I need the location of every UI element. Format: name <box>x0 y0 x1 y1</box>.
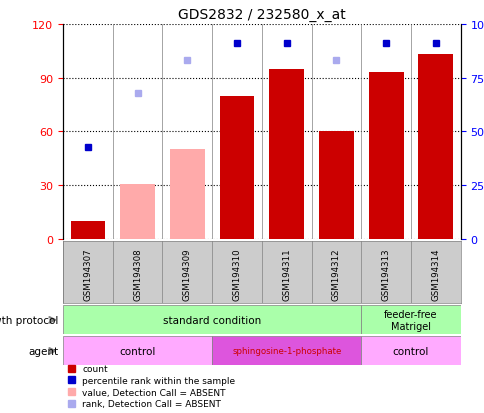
Text: GSM194308: GSM194308 <box>133 248 142 300</box>
Bar <box>418 55 453 240</box>
Text: GSM194314: GSM194314 <box>430 248 439 300</box>
Bar <box>361 337 460 366</box>
Text: agent: agent <box>28 346 58 356</box>
Bar <box>318 132 353 240</box>
Bar <box>120 184 155 240</box>
Text: feeder-free
Matrigel: feeder-free Matrigel <box>383 309 437 331</box>
Text: GSM194307: GSM194307 <box>83 248 92 300</box>
Bar <box>63 337 212 366</box>
Text: GSM194309: GSM194309 <box>182 248 192 300</box>
Bar <box>169 150 204 240</box>
Title: GDS2832 / 232580_x_at: GDS2832 / 232580_x_at <box>178 8 345 22</box>
Bar <box>368 73 403 240</box>
Bar <box>63 306 361 335</box>
Text: control: control <box>119 346 155 356</box>
Bar <box>361 306 460 335</box>
Legend: count, percentile rank within the sample, value, Detection Call = ABSENT, rank, : count, percentile rank within the sample… <box>67 365 235 408</box>
Bar <box>219 96 254 240</box>
Bar <box>70 222 105 240</box>
Text: sphingosine-1-phosphate: sphingosine-1-phosphate <box>231 347 341 356</box>
Text: GSM194311: GSM194311 <box>282 248 291 300</box>
Text: control: control <box>392 346 428 356</box>
Text: growth protocol: growth protocol <box>0 315 58 325</box>
Text: GSM194313: GSM194313 <box>381 248 390 300</box>
Bar <box>269 69 303 240</box>
Text: GSM194310: GSM194310 <box>232 248 241 300</box>
Text: standard condition: standard condition <box>163 315 261 325</box>
Text: GSM194312: GSM194312 <box>331 248 340 300</box>
Bar <box>212 337 361 366</box>
